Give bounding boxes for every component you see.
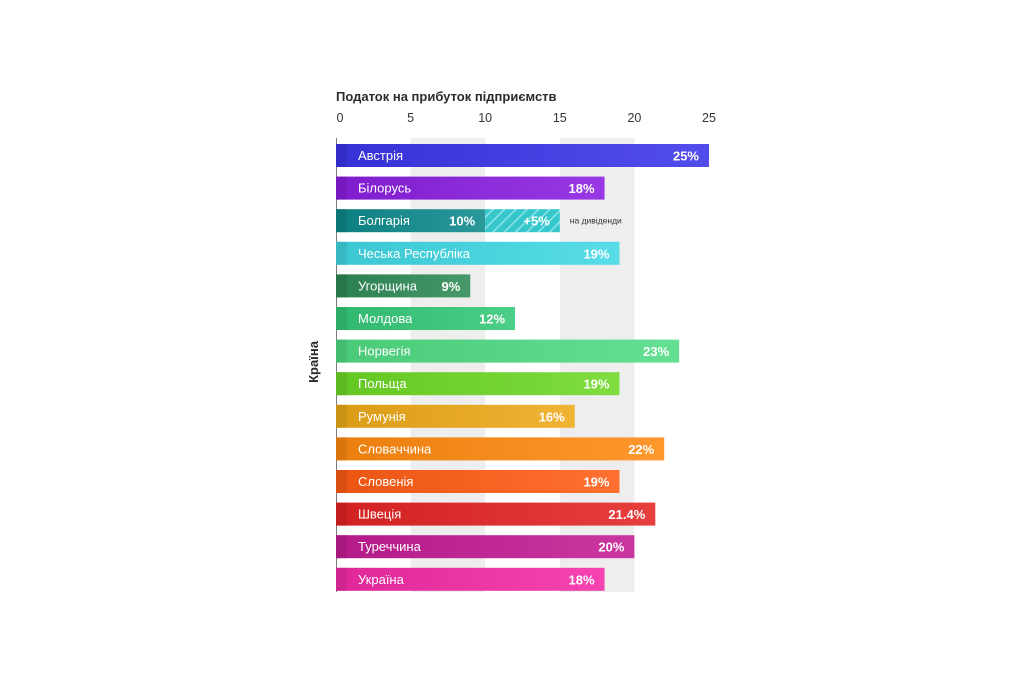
bar-accent [336, 535, 347, 559]
bar-accent [336, 567, 347, 591]
x-tick-label: 0 [337, 111, 344, 125]
bar-accent [336, 241, 347, 265]
bar-extra-segment [485, 209, 560, 233]
value-label: 20% [598, 540, 624, 555]
category-label: Австрія [358, 148, 403, 163]
x-tick-label: 10 [478, 111, 492, 125]
category-label: Україна [358, 572, 405, 587]
x-tick-label: 5 [407, 111, 414, 125]
bar [336, 502, 656, 526]
bar [336, 176, 605, 200]
bar [336, 274, 471, 298]
bar [336, 437, 665, 461]
bar-accent [336, 209, 347, 233]
bar-accent [336, 372, 347, 396]
x-tick-label: 25 [702, 111, 716, 125]
value-label: 19% [583, 475, 609, 490]
category-label: Білорусь [358, 181, 411, 196]
value-label: 16% [539, 409, 565, 424]
bar-accent [336, 502, 347, 526]
category-label: Польща [358, 376, 407, 391]
bar [336, 307, 516, 330]
bar-accent [336, 144, 347, 167]
value-label: 18% [569, 181, 595, 196]
category-label: Молдова [358, 311, 413, 326]
category-label: Словенія [358, 474, 413, 489]
category-label: Румунія [358, 409, 406, 424]
bar [336, 404, 575, 428]
x-tick-label: 15 [553, 111, 567, 125]
bar [336, 209, 486, 233]
bar-accent [336, 339, 347, 363]
bar [336, 372, 620, 396]
y-axis-label: Країна [306, 340, 321, 383]
category-label: Словаччина [358, 441, 432, 456]
category-label: Чеська Республіка [358, 246, 471, 261]
chart-title: Податок на прибуток підприємств [336, 89, 557, 104]
bar-accent [336, 274, 347, 298]
extra-segment-annotation: на дивіденди [570, 216, 622, 226]
value-label: 23% [643, 344, 669, 359]
category-label: Болгарія [358, 213, 410, 228]
bars: Австрія 25% Білорусь 18% Болгарія 10% Чеська Р… [336, 144, 709, 591]
category-label: Швеція [358, 507, 401, 522]
bar-accent [336, 176, 347, 200]
x-axis-ticks: 0 5 10 15 20 25 [337, 111, 716, 125]
bar [336, 144, 709, 167]
value-label: 25% [673, 149, 699, 164]
bar [336, 470, 620, 493]
bar [336, 339, 680, 363]
bar [336, 535, 635, 559]
value-label: 21.4% [608, 507, 645, 522]
extra-segment-label: +5% [523, 214, 550, 229]
value-label: 19% [583, 246, 609, 261]
bar-accent [336, 404, 347, 428]
category-label: Угорщина [358, 278, 418, 293]
bar [336, 241, 620, 265]
value-label: 9% [441, 279, 460, 294]
x-tick-label: 20 [627, 111, 641, 125]
value-label: 12% [479, 312, 505, 327]
category-label: Туреччина [358, 539, 422, 554]
bar-accent [336, 437, 347, 461]
bar-accent [336, 307, 347, 330]
bar-accent [336, 470, 347, 493]
bar [336, 567, 605, 591]
value-label: 22% [628, 442, 654, 457]
category-label: Норвегія [358, 344, 411, 359]
value-label: 10% [449, 214, 475, 229]
value-label: 19% [583, 377, 609, 392]
value-label: 18% [569, 572, 595, 587]
